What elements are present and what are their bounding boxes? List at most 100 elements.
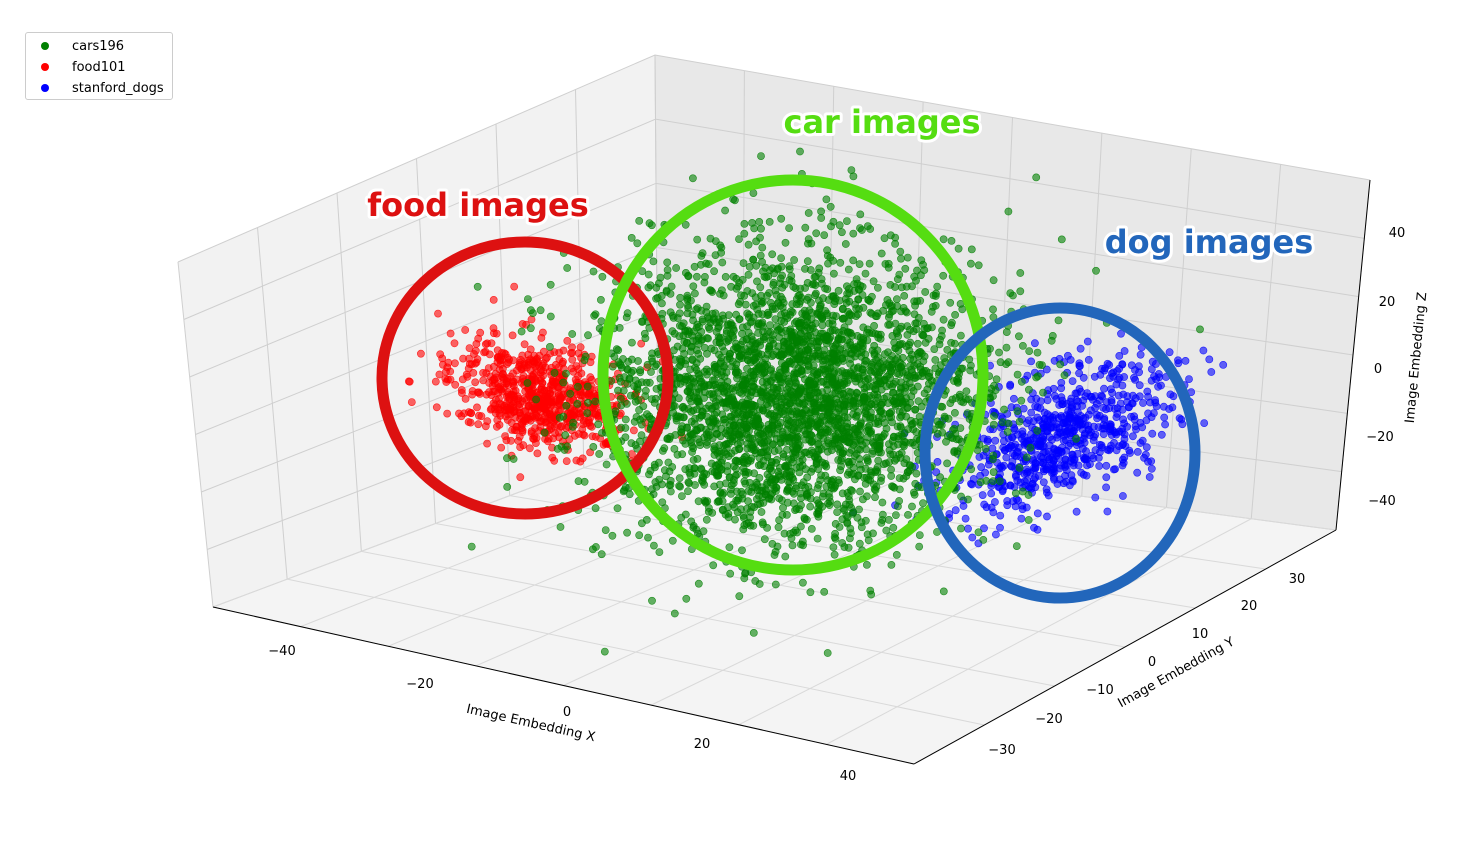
scatter-point (589, 545, 597, 554)
scatter-point (634, 357, 642, 365)
scatter-point (1219, 360, 1228, 369)
scatter-point (825, 395, 834, 403)
scatter-point (834, 368, 843, 376)
scatter-point (728, 384, 737, 393)
scatter-point (910, 490, 919, 499)
scatter-point (757, 350, 766, 359)
scatter-point (524, 390, 533, 399)
scatter-point (1112, 430, 1121, 439)
scatter-point (995, 477, 1004, 486)
scatter-point (849, 256, 858, 265)
scatter-point (1057, 393, 1066, 402)
scatter-point (844, 265, 853, 274)
y-tick-label: 0 (1148, 655, 1156, 670)
scatter-point (1120, 435, 1129, 443)
scatter-point (694, 349, 703, 358)
scatter-point (783, 486, 792, 495)
scatter-point (914, 313, 923, 322)
left-grid-line (177, 261, 214, 608)
scatter-point (1082, 471, 1091, 480)
scatter-point (953, 376, 961, 384)
scatter-point (859, 495, 867, 504)
scatter-point (567, 364, 576, 373)
scatter-point (1040, 414, 1049, 423)
scatter-point (945, 510, 954, 518)
scatter-point (546, 342, 554, 351)
scatter-point (1062, 427, 1071, 436)
scatter-point (710, 346, 719, 355)
scatter-point (1058, 413, 1066, 422)
legend-item-stanford-dogs: stanford_dogs (26, 78, 164, 98)
scatter-point (952, 435, 961, 444)
scatter-point (563, 264, 572, 272)
scatter-point (1139, 399, 1147, 407)
scatter-point (974, 261, 983, 270)
scatter-point (991, 436, 1000, 445)
scatter-point (663, 266, 672, 274)
scatter-point (550, 368, 559, 377)
scatter-point (919, 499, 927, 508)
scatter-point (1032, 394, 1041, 403)
scatter-point (695, 413, 704, 422)
z-tick-label: 40 (1389, 226, 1406, 241)
scatter-point (1152, 402, 1161, 411)
scatter-point (829, 256, 837, 265)
scatter-point (812, 289, 820, 298)
scatter-point (793, 336, 801, 345)
scatter-point (965, 355, 974, 364)
scatter-point (722, 326, 731, 335)
scatter-point (734, 300, 743, 309)
scatter-point (553, 444, 562, 453)
scatter-point (942, 437, 950, 446)
scatter-point (813, 373, 822, 382)
scatter-point (887, 472, 896, 480)
scatter-point (1147, 365, 1156, 373)
scatter-point (922, 366, 930, 375)
scatter-point (443, 409, 452, 418)
scatter-point (807, 315, 816, 324)
scatter-point (991, 498, 999, 506)
floor-pane (213, 440, 1336, 764)
scatter-point (871, 493, 879, 502)
scatter-point (1147, 457, 1156, 466)
scatter-point (948, 395, 957, 404)
scatter-point (635, 531, 644, 540)
scatter-point (758, 258, 766, 266)
scatter-point (562, 369, 570, 378)
scatter-point (800, 337, 808, 346)
scatter-point (1016, 287, 1025, 296)
scatter-point (981, 444, 990, 453)
scatter-point (732, 367, 741, 376)
scatter-point (829, 543, 838, 552)
scatter-point (1095, 462, 1104, 470)
legend-marker-cars196 (41, 42, 49, 50)
scatter-point (989, 508, 998, 517)
scatter-point (903, 253, 912, 262)
scatter-point (637, 431, 646, 439)
scatter-point (1118, 381, 1127, 390)
scatter-point (1073, 449, 1082, 458)
scatter-point (703, 440, 711, 449)
scatter-point (901, 264, 910, 273)
z-tick-label: −40 (1368, 494, 1395, 509)
scatter-point (732, 464, 740, 473)
scatter-point (539, 328, 547, 337)
scatter-point (900, 291, 909, 300)
scatter-point (962, 387, 971, 396)
scatter-point (817, 279, 826, 288)
scatter-point (796, 284, 805, 293)
scatter-point (820, 231, 829, 239)
scatter-point (1025, 385, 1033, 394)
scatter-point (647, 368, 655, 376)
scatter-point (964, 524, 972, 533)
scatter-point (891, 233, 900, 242)
scatter-point (947, 321, 956, 330)
scatter-point (933, 429, 942, 438)
scatter-point (982, 476, 991, 485)
scatter-point (815, 392, 824, 401)
scatter-point (787, 534, 796, 543)
scatter-point (867, 362, 876, 371)
scatter-point (810, 273, 819, 281)
scatter-point (857, 380, 866, 389)
